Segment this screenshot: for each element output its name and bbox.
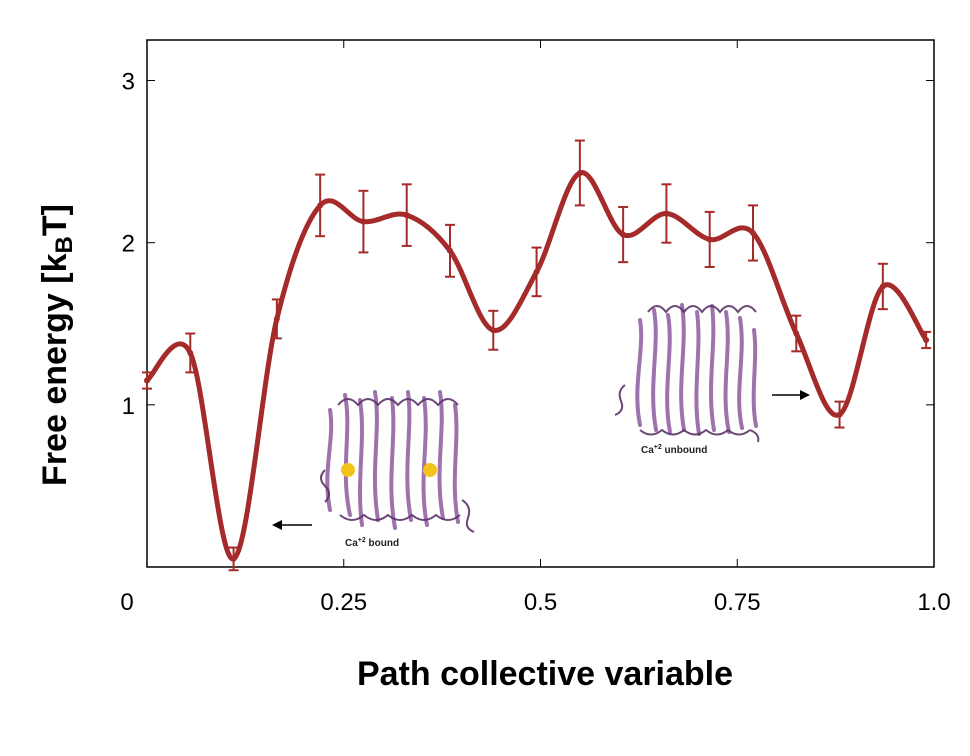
y-axis-title-end: T] xyxy=(36,204,74,236)
data-point xyxy=(706,236,713,243)
data-point xyxy=(620,231,627,238)
free-energy-curve xyxy=(144,170,929,562)
y-axis-title-sub: B xyxy=(51,236,78,253)
bound-arrow xyxy=(272,520,312,530)
y-tick-labels: 1 2 3 xyxy=(122,69,135,420)
data-point xyxy=(360,218,367,225)
data-point xyxy=(273,315,280,322)
x-tick-label: 0.75 xyxy=(714,589,761,616)
unbound-caption-rest: unbound xyxy=(662,445,708,456)
data-point xyxy=(490,327,497,334)
x-tick-label: 0 xyxy=(120,589,133,616)
data-points xyxy=(144,169,930,562)
data-point xyxy=(836,411,843,418)
y-axis-title-main: Free energy [k xyxy=(36,253,74,486)
bound-caption: Ca+2 bound xyxy=(345,537,399,549)
x-tick-label: 0.5 xyxy=(524,589,557,616)
x-tick-labels: 0 0.25 0.5 0.75 1.0 xyxy=(120,589,950,616)
x-tick-label: 0.25 xyxy=(320,589,367,616)
unbound-caption-base: Ca xyxy=(641,445,654,456)
y-tick-label: 2 xyxy=(122,231,135,258)
data-point xyxy=(187,349,194,356)
axis-ticks xyxy=(146,40,935,567)
data-point xyxy=(576,169,583,176)
x-axis-title: Path collective variable xyxy=(357,655,733,693)
data-point xyxy=(793,330,800,337)
data-point xyxy=(663,210,670,217)
error-bars xyxy=(142,139,932,572)
data-point xyxy=(317,202,324,209)
calcium-ion-left xyxy=(341,463,355,477)
y-tick-label: 3 xyxy=(122,69,135,96)
data-point xyxy=(533,268,540,275)
protein-bound-illustration: Ca+2 bound xyxy=(272,390,475,549)
data-point xyxy=(749,229,756,236)
unbound-caption-sup: +2 xyxy=(654,444,662,451)
bound-caption-sup: +2 xyxy=(358,537,366,544)
data-point xyxy=(144,377,150,384)
bound-caption-base: Ca xyxy=(345,538,358,549)
x-tick-label: 1.0 xyxy=(917,589,950,616)
data-point xyxy=(446,247,453,254)
y-tick-label: 1 xyxy=(122,393,135,420)
bound-caption-rest: bound xyxy=(366,538,399,549)
data-point xyxy=(879,283,886,290)
data-point xyxy=(403,212,410,219)
calcium-ion-right xyxy=(423,463,437,477)
protein-unbound-illustration: Ca+2 unbound xyxy=(614,303,810,456)
unbound-caption: Ca+2 unbound xyxy=(641,444,707,456)
plot-frame xyxy=(146,39,935,568)
y-axis-title: Free energy [kBT] xyxy=(36,204,78,486)
data-point xyxy=(230,555,237,562)
data-point xyxy=(923,336,930,343)
unbound-arrow xyxy=(772,390,810,400)
